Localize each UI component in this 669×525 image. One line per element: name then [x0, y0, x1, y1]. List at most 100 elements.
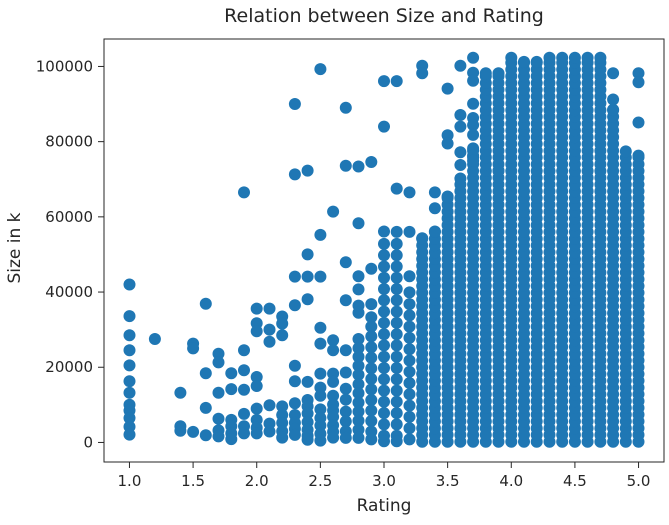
points-layer — [123, 51, 645, 448]
data-point — [543, 51, 556, 64]
data-point — [250, 371, 263, 383]
chart-title: Relation between Size and Rating — [224, 5, 544, 27]
data-point — [454, 120, 467, 133]
data-point — [390, 435, 403, 448]
data-point — [365, 383, 378, 396]
data-point — [314, 381, 327, 394]
data-point — [607, 67, 620, 80]
data-point — [212, 386, 225, 399]
data-point — [212, 356, 225, 369]
data-point — [352, 378, 365, 391]
data-point — [505, 51, 518, 64]
data-point — [263, 323, 276, 336]
data-point — [467, 128, 480, 141]
data-point — [619, 145, 632, 158]
data-point — [454, 146, 467, 159]
data-point — [390, 395, 403, 408]
data-point — [378, 395, 390, 408]
data-point — [390, 328, 403, 341]
data-point — [288, 428, 301, 441]
data-point — [403, 225, 416, 238]
data-point — [327, 375, 340, 388]
data-point — [276, 329, 289, 342]
data-point — [123, 359, 136, 372]
y-axis-label: Size in k — [5, 212, 25, 283]
data-point — [199, 429, 212, 442]
data-point — [314, 63, 327, 76]
data-point — [378, 384, 390, 397]
y-axis-ticks: 0 20000 40000 60000 80000 100000 — [36, 57, 104, 451]
data-point — [378, 316, 390, 329]
data-point — [441, 137, 454, 150]
data-point — [378, 283, 390, 295]
data-point — [365, 415, 378, 427]
data-point — [352, 217, 365, 230]
y-tick-label: 80000 — [45, 133, 93, 151]
data-point — [123, 344, 136, 357]
data-point — [123, 375, 136, 388]
data-point — [301, 164, 314, 177]
data-point — [339, 431, 352, 444]
data-point — [352, 387, 365, 400]
data-point — [390, 225, 403, 238]
x-tick-label: 5.0 — [627, 472, 651, 490]
data-point — [390, 75, 403, 88]
data-point — [314, 228, 327, 241]
data-point — [276, 416, 289, 429]
data-point — [390, 305, 403, 318]
data-point — [581, 51, 594, 64]
data-point — [352, 368, 365, 381]
data-point — [199, 367, 212, 380]
data-point — [314, 434, 327, 447]
data-point — [314, 367, 327, 380]
data-point — [199, 401, 212, 414]
data-point — [454, 109, 467, 121]
data-point — [403, 186, 416, 199]
x-tick-label: 3.0 — [372, 472, 396, 490]
data-point — [378, 328, 390, 341]
data-point — [263, 302, 276, 315]
data-point — [288, 359, 301, 372]
data-point — [250, 302, 263, 315]
data-point — [492, 164, 505, 177]
data-point — [530, 55, 543, 68]
data-point — [454, 59, 467, 72]
data-point — [416, 232, 429, 245]
data-point — [390, 283, 403, 295]
data-point — [288, 375, 301, 388]
data-point — [403, 286, 416, 299]
data-point — [390, 362, 403, 374]
data-point — [238, 427, 250, 440]
data-point — [479, 67, 492, 80]
data-point — [403, 270, 416, 283]
data-point — [594, 51, 607, 64]
data-point — [238, 344, 250, 357]
data-point — [403, 410, 416, 423]
data-point — [352, 350, 365, 363]
data-point — [352, 359, 365, 372]
data-point — [327, 410, 340, 423]
data-point — [390, 350, 403, 363]
data-point — [238, 383, 250, 396]
data-point — [390, 237, 403, 250]
data-point — [212, 412, 225, 425]
data-point — [378, 418, 390, 431]
data-point — [212, 430, 225, 443]
x-tick-label: 2.5 — [308, 472, 332, 490]
data-point — [632, 149, 645, 162]
data-point — [327, 344, 340, 357]
data-point — [352, 306, 365, 319]
data-point — [378, 305, 390, 318]
x-tick-label: 1.0 — [118, 472, 142, 490]
data-point — [378, 237, 390, 250]
data-point — [607, 103, 620, 116]
data-point — [390, 384, 403, 397]
data-point — [123, 278, 136, 291]
data-point — [263, 425, 276, 438]
data-point — [390, 260, 403, 273]
data-point — [314, 270, 327, 283]
data-point — [352, 423, 365, 436]
data-point — [403, 309, 416, 322]
